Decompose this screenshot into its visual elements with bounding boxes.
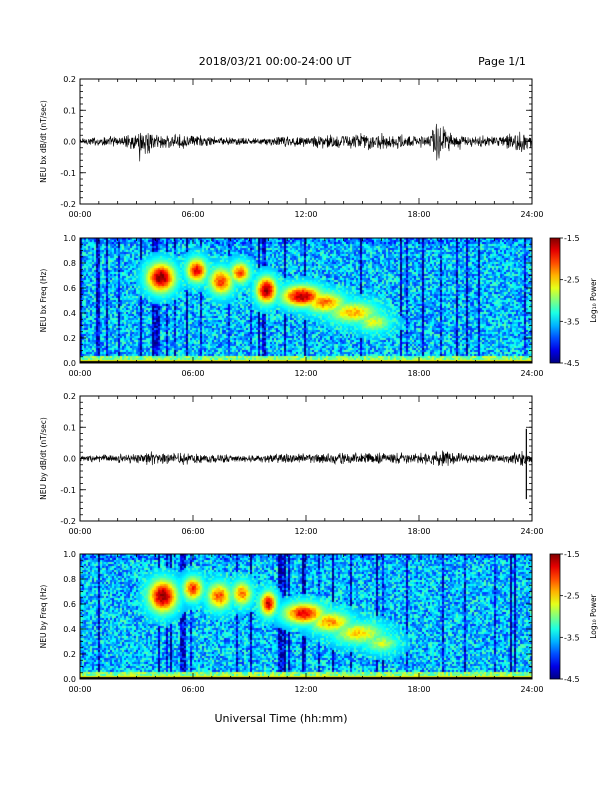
panel-by-dbdt-y-axis-label: NEU by dB/dt (nT/sec) xyxy=(39,417,48,500)
panel-by-freq-y-tick-label: 0.6 xyxy=(63,600,76,609)
panel-bx-freq-y-tick-label: 0.4 xyxy=(63,309,76,318)
panel-bx-freq-x-tick-label: 18:00 xyxy=(407,369,430,378)
panel-bx-freq-colorbar-label: Log₁₀ Power xyxy=(589,277,598,322)
panel-by-freq-spectrogram-canvas xyxy=(80,554,532,679)
panel-bx-freq-y-tick-label: 0.0 xyxy=(63,359,76,368)
figure-title: 2018/03/21 00:00-24:00 UT xyxy=(199,55,352,68)
panel-by-dbdt-x-tick-label: 18:00 xyxy=(407,527,430,536)
panel-by-freq-y-tick-label: 0.2 xyxy=(63,650,76,659)
page-indicator: Page 1/1 xyxy=(478,55,526,68)
panel-bx-freq-x-tick-label: 24:00 xyxy=(520,369,543,378)
panel-by-freq-x-tick-label: 06:00 xyxy=(181,685,204,694)
panel-bx-dbdt-y-axis-label: NEU bx dB/dt (nT/sec) xyxy=(39,100,48,183)
panel-by-dbdt-x-tick-label: 00:00 xyxy=(68,527,91,536)
panel-by-freq-colorbar xyxy=(549,553,561,680)
panel-by-dbdt-y-tick-label: -0.2 xyxy=(60,517,76,526)
panel-by-dbdt-y-tick-label: 0.2 xyxy=(63,392,76,401)
panel-by-freq-spectrogram xyxy=(80,554,532,679)
panel-by-freq-colorbar-label: Log₁₀ Power xyxy=(589,593,598,638)
panel-bx-freq-x-tick-label: 06:00 xyxy=(181,369,204,378)
panel-by-dbdt-y-tick-label: 0.0 xyxy=(63,455,76,464)
panel-by-freq-x-tick-label: 24:00 xyxy=(520,685,543,694)
panel-bx-dbdt-y-tick-label: -0.2 xyxy=(60,200,76,209)
panel-bx-freq-colorbar xyxy=(549,237,561,364)
panel-bx-freq-x-tick-label: 12:00 xyxy=(294,369,317,378)
panel-by-freq-y-tick-label: 0.8 xyxy=(63,575,76,584)
panel-bx-freq-y-tick-label: 1.0 xyxy=(63,234,76,243)
panel-by-freq-y-axis-label: NEU by Freq (Hz) xyxy=(39,585,48,649)
panel-bx-freq-y-tick-label: 0.2 xyxy=(63,334,76,343)
panel-bx-dbdt-y-tick-label: -0.1 xyxy=(60,169,76,178)
panel-bx-dbdt-x-tick-label: 06:00 xyxy=(181,210,204,219)
panel-by-freq-y-tick-label: 0.4 xyxy=(63,625,76,634)
panel-bx-dbdt-x-tick-label: 12:00 xyxy=(294,210,317,219)
panel-bx-freq-y-tick-label: 0.8 xyxy=(63,259,76,268)
panel-bx-dbdt-x-tick-label: 24:00 xyxy=(520,210,543,219)
panel-by-freq-colorbar-tick-label: -2.5 xyxy=(564,592,580,601)
panel-by-dbdt-x-tick-label: 24:00 xyxy=(520,527,543,536)
panel-by-dbdt-x-tick-label: 12:00 xyxy=(294,527,317,536)
panel-bx-dbdt-series-trace xyxy=(79,123,533,162)
panel-bx-dbdt-y-tick-label: 0.1 xyxy=(63,106,76,115)
panel-by-freq-x-tick-label: 12:00 xyxy=(294,685,317,694)
panel-bx-dbdt-y-tick-label: 0.2 xyxy=(63,75,76,84)
panel-bx-freq-colorbar-tick-label: -4.5 xyxy=(564,359,580,368)
panel-by-dbdt-series-trace xyxy=(79,450,533,467)
panel-bx-freq-colorbar-tick-label: -3.5 xyxy=(564,317,580,326)
panel-bx-freq-spectrogram xyxy=(80,238,532,363)
panel-by-dbdt-y-tick-label: 0.1 xyxy=(63,423,76,432)
x-axis-label: Universal Time (hh:mm) xyxy=(215,712,348,725)
panel-bx-freq-spectrogram-canvas xyxy=(80,238,532,363)
panel-bx-freq-colorbar-tick-label: -2.5 xyxy=(564,276,580,285)
panel-bx-freq-colorbar-tick-label: -1.5 xyxy=(564,234,580,243)
panel-by-freq-x-tick-label: 18:00 xyxy=(407,685,430,694)
panel-by-freq-colorbar-tick-label: -4.5 xyxy=(564,675,580,684)
panel-by-dbdt-y-tick-label: -0.1 xyxy=(60,486,76,495)
panel-by-freq-colorbar-tick-label: -3.5 xyxy=(564,633,580,642)
panel-bx-freq-y-axis-label: NEU bx Freq (Hz) xyxy=(39,269,48,333)
panel-bx-dbdt-y-tick-label: 0.0 xyxy=(63,138,76,147)
panel-bx-dbdt-x-tick-label: 18:00 xyxy=(407,210,430,219)
panel-bx-freq-x-tick-label: 00:00 xyxy=(68,369,91,378)
panel-bx-dbdt-x-tick-label: 00:00 xyxy=(68,210,91,219)
panels: 0.2 0.1 0.0 -0.1 -0.2 NEU bx dB/dt (nT/sec) 00… xyxy=(39,75,598,694)
panel-by-freq-x-tick-label: 00:00 xyxy=(68,685,91,694)
panel-by-freq-y-tick-label: 0.0 xyxy=(63,675,76,684)
panel-by-freq-y-tick-label: 1.0 xyxy=(63,550,76,559)
panel-by-freq-colorbar-tick-label: -1.5 xyxy=(564,550,580,559)
panel-by-dbdt-x-tick-label: 06:00 xyxy=(181,527,204,536)
panel-bx-freq-y-tick-label: 0.6 xyxy=(63,284,76,293)
